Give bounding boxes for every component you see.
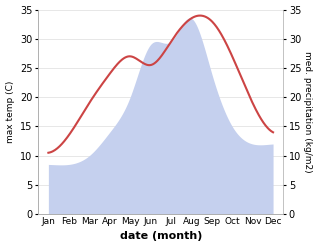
X-axis label: date (month): date (month) xyxy=(120,231,202,242)
Y-axis label: med. precipitation (kg/m2): med. precipitation (kg/m2) xyxy=(303,51,313,173)
Y-axis label: max temp (C): max temp (C) xyxy=(5,81,15,143)
